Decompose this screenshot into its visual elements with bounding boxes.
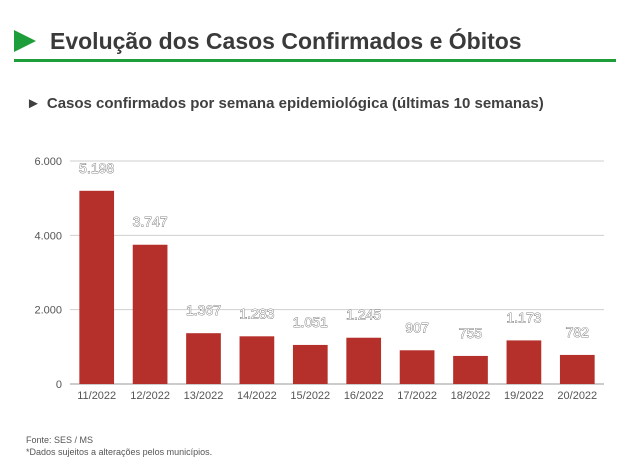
bar (79, 190, 115, 384)
y-tick-label: 4.000 (34, 230, 62, 242)
data-label: 1.283 (239, 305, 274, 321)
chart-subtitle: ► Casos confirmados por semana epidemioló… (26, 95, 544, 112)
x-tick-label: 13/2022 (184, 390, 224, 402)
header: Evolução dos Casos Confirmados e Óbitos (0, 0, 642, 70)
footer: Fonte: SES / MS *Dados sujeitos a altera… (26, 434, 212, 458)
data-label: 1.051 (293, 314, 328, 330)
y-tick-label: 6.000 (34, 156, 62, 168)
data-label: 1.173 (506, 309, 541, 325)
x-tick-label: 19/2022 (504, 390, 544, 402)
x-tick-label: 14/2022 (237, 390, 277, 402)
bar (399, 350, 435, 384)
bar-chart: 0 2.000 4.000 6.000 5.198 11/2022 3.747 12/2022… (34, 156, 604, 402)
subtitle-marker: ► (26, 95, 41, 112)
bar (292, 344, 328, 384)
disclaimer-note: *Dados sujeitos a alterações pelos munic… (26, 447, 213, 457)
data-label: 3.747 (133, 214, 168, 230)
data-label: 5.198 (79, 160, 114, 176)
page-title: Evolução dos Casos Confirmados e Óbitos (50, 28, 522, 54)
x-tick-label: 16/2022 (344, 390, 384, 402)
x-tick-label: 11/2022 (77, 390, 116, 402)
bar (186, 333, 221, 384)
x-tick-label: 18/2022 (451, 390, 491, 402)
x-tick-label: 17/2022 (397, 390, 437, 402)
chart-subtitle-text: Casos confirmados por semana epidemiológ… (46, 95, 544, 112)
data-label: 755 (459, 325, 483, 341)
x-tick-label: 15/2022 (290, 390, 330, 402)
bar (506, 340, 542, 384)
bar (453, 355, 488, 384)
play-arrow-icon (14, 30, 36, 52)
bar (346, 337, 382, 384)
x-tick-label: 12/2022 (130, 390, 170, 402)
data-label: 1.245 (346, 307, 381, 323)
bar (132, 244, 168, 384)
y-tick-label: 2.000 (34, 305, 62, 317)
data-label: 782 (566, 324, 590, 340)
source-note: Fonte: SES / MS (26, 435, 94, 445)
bar (239, 336, 275, 384)
x-tick-label: 20/2022 (557, 390, 597, 402)
bar (559, 354, 595, 384)
header-divider (14, 59, 616, 62)
y-tick-label: 0 (56, 379, 62, 391)
data-label: 1.367 (186, 302, 221, 318)
data-label: 907 (405, 319, 429, 335)
